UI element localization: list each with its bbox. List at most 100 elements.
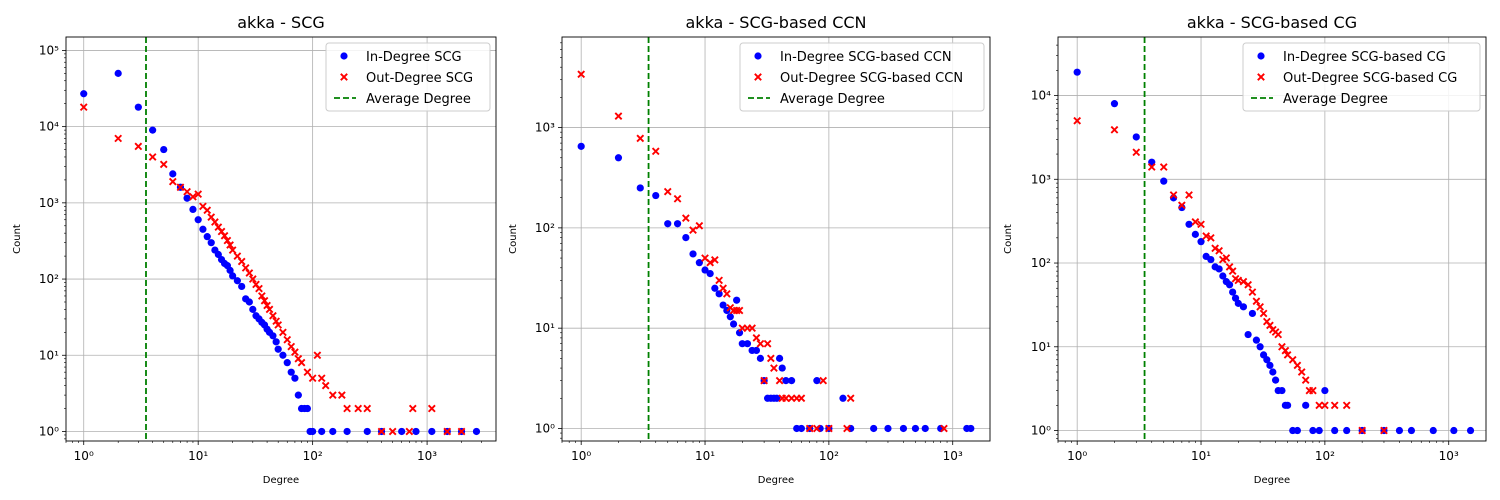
in-degree-point xyxy=(1407,426,1416,435)
out-degree-point xyxy=(405,427,414,436)
out-degree-point xyxy=(1256,302,1264,311)
out-degree-point xyxy=(255,284,263,293)
in-degree-point xyxy=(773,394,781,402)
out-degree-point xyxy=(782,394,790,403)
y-tick-label: 10² xyxy=(1031,256,1051,270)
in-degree-point xyxy=(1229,288,1237,296)
in-degree-point xyxy=(738,340,746,348)
legend: In-Degree SCG Out-Degree SCG Average Degre… xyxy=(325,42,491,112)
out-degree-point xyxy=(719,284,727,293)
y-tick-label: 10⁵ xyxy=(39,43,59,57)
out-degree-point xyxy=(846,394,855,403)
in-degree-point xyxy=(303,404,312,413)
y-tick-label: 10³ xyxy=(39,196,59,210)
out-degree-point xyxy=(1222,254,1231,262)
out-degree-point xyxy=(317,374,326,383)
out-degree-point xyxy=(614,112,623,121)
in-degree-point xyxy=(291,374,299,382)
x-tick-label: 10² xyxy=(1315,449,1335,463)
out-degree-point xyxy=(1177,201,1186,210)
in-degree-point xyxy=(1073,68,1081,76)
out-degree-point xyxy=(388,427,397,436)
out-degree-point xyxy=(819,376,828,385)
in-degree-point xyxy=(249,305,257,313)
legend-out-degree-marker xyxy=(754,73,762,81)
out-degree-point xyxy=(1330,401,1339,410)
out-degree-point xyxy=(1206,233,1215,242)
out-degree-point xyxy=(159,160,168,169)
in-degree-point xyxy=(711,284,719,292)
x-tick-label: 10² xyxy=(303,449,323,463)
out-degree-point xyxy=(843,424,851,433)
y-tick-label: 10¹ xyxy=(1031,340,1051,354)
in-degree-point xyxy=(706,270,714,278)
out-degree-point xyxy=(313,351,322,360)
in-degree-point xyxy=(839,394,847,402)
out-degree-point xyxy=(194,190,203,199)
out-degree-point xyxy=(1259,309,1268,318)
x-axis-label: Degree xyxy=(263,475,299,486)
in-degree-point xyxy=(207,239,215,247)
out-degree-point xyxy=(328,391,337,399)
y-tick-label: 10³ xyxy=(535,121,555,135)
in-degree-point xyxy=(673,220,682,228)
series-in-degree xyxy=(577,142,975,433)
in-degree-point xyxy=(911,424,920,433)
out-degree-point xyxy=(241,264,250,272)
out-degree-point xyxy=(825,424,833,433)
out-degree-point xyxy=(673,194,682,203)
legend: In-Degree SCG-based CCN Out-Degree SCG-ba… xyxy=(739,42,985,112)
out-degree-point xyxy=(211,218,219,226)
in-degree-point xyxy=(614,154,623,162)
out-degree-point xyxy=(1239,277,1248,286)
out-degree-point xyxy=(443,427,452,436)
out-degree-point xyxy=(1211,244,1220,253)
in-degree-point xyxy=(870,424,878,433)
legend-box xyxy=(325,42,491,112)
in-degree-point xyxy=(229,272,237,280)
out-degree-point xyxy=(1274,330,1283,339)
out-degree-point xyxy=(770,364,778,372)
out-degree-point xyxy=(1315,401,1324,410)
in-degree-point xyxy=(577,142,585,150)
legend-in-degree-label: In-Degree SCG-based CG xyxy=(1283,50,1446,65)
out-degree-point xyxy=(1380,426,1388,435)
in-degree-point xyxy=(329,427,337,436)
in-degree-point xyxy=(1269,368,1277,376)
out-degree-point xyxy=(752,334,761,342)
out-degree-point xyxy=(1308,386,1317,395)
out-degree-point xyxy=(766,354,775,363)
out-degree-point xyxy=(636,134,645,143)
out-degree-point xyxy=(363,404,372,413)
chart-title: akka - SCG-based CCN xyxy=(686,13,867,32)
chart-title: akka - SCG xyxy=(237,13,325,32)
out-degree-point xyxy=(940,424,948,433)
in-degree-point xyxy=(967,424,975,433)
out-degree-point xyxy=(1228,267,1237,276)
out-degree-point xyxy=(735,306,744,315)
out-degree-point xyxy=(1297,368,1306,376)
in-degree-point xyxy=(114,69,122,77)
in-degree-point xyxy=(682,233,690,242)
out-degree-point xyxy=(681,214,690,223)
out-degree-point xyxy=(248,275,257,283)
out-degree-point xyxy=(189,192,197,201)
legend-in-degree-marker xyxy=(340,52,348,60)
y-tick-label: 10⁴ xyxy=(1031,89,1051,103)
out-degree-point xyxy=(257,292,266,300)
chart-panel-3: 10⁰ 10¹ 10² 10³ 10⁰ 10¹ 10² 10³ 10⁴ akka - SCG-ba… xyxy=(1003,13,1487,486)
out-degree-point xyxy=(343,404,351,413)
in-degree-point xyxy=(1248,309,1257,318)
out-degree-point xyxy=(269,311,277,320)
out-degree-point xyxy=(1320,401,1329,410)
in-degree-point xyxy=(226,266,234,274)
out-degree-point xyxy=(457,427,466,436)
legend-in-degree-marker xyxy=(754,52,762,60)
x-tick-label: 10¹ xyxy=(188,449,208,463)
out-degree-point xyxy=(337,391,346,399)
out-degree-point xyxy=(1252,297,1261,306)
in-degree-point xyxy=(1191,230,1199,238)
y-axis-label: Count xyxy=(508,224,519,254)
out-degree-point xyxy=(710,255,719,264)
in-degree-point xyxy=(238,282,246,291)
